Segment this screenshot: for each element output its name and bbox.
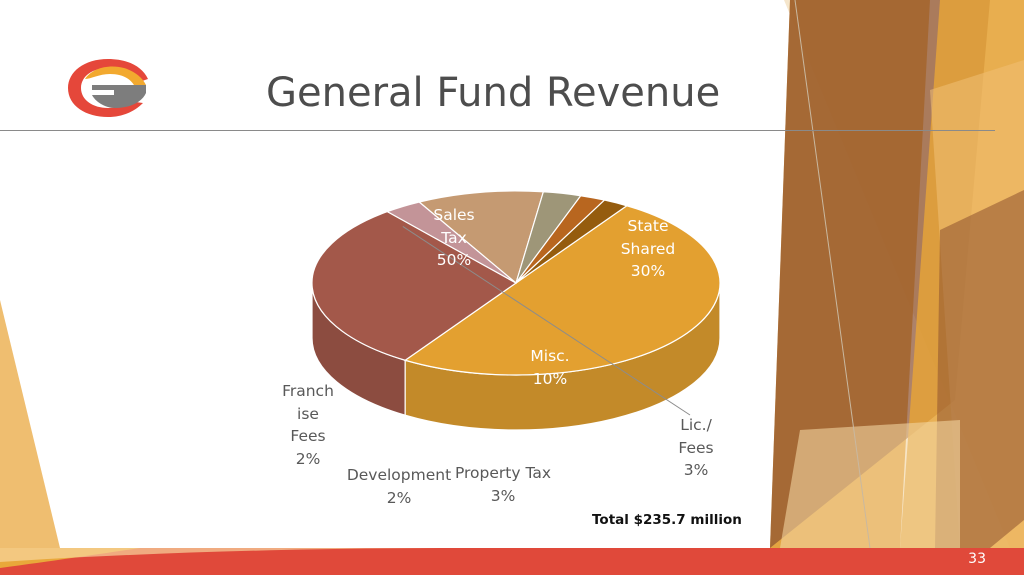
label-line: Fees — [678, 438, 714, 457]
label-line: 10% — [532, 369, 568, 388]
slide-title: General Fund Revenue — [266, 70, 721, 116]
deco-shape-cream-low — [780, 420, 960, 548]
bottom-bar — [0, 548, 1024, 575]
label-line: 2% — [386, 488, 412, 507]
label-franchise-fees: Franch ise Fees 2% — [276, 380, 340, 470]
label-line: Shared — [620, 239, 676, 258]
label-state-shared: State Shared 30% — [610, 215, 686, 283]
pie-slice-misc — [417, 190, 545, 285]
label-line: ise — [297, 404, 319, 423]
label-line: Fees — [290, 427, 326, 445]
page-number: 33 — [968, 551, 986, 567]
label-line: Development — [346, 466, 452, 484]
label-line: State — [627, 217, 669, 235]
label-line: Lic./ — [680, 416, 712, 434]
company-logo — [64, 55, 152, 121]
label-line: Tax — [441, 228, 467, 247]
label-line: 2% — [295, 449, 321, 468]
deco-line — [794, 0, 871, 549]
label-line: Sales — [433, 206, 475, 224]
label-line: 50% — [436, 251, 472, 269]
label-misc: Misc. 10% — [518, 345, 582, 390]
deco-left-wedge — [0, 300, 60, 548]
label-line: 30% — [630, 262, 666, 280]
label-line: 3% — [683, 461, 709, 479]
label-sales-tax: Sales Tax 50% — [418, 204, 490, 272]
pie-slice-sales-tax — [403, 205, 721, 376]
label-property-tax: Property Tax 3% — [448, 462, 558, 507]
label-lic-fees: Lic./ Fees 3% — [664, 414, 728, 482]
title-divider — [0, 130, 995, 131]
total-label: Total $235.7 million — [592, 512, 742, 528]
label-line: Property Tax — [454, 464, 552, 482]
pie-slice-state-shared — [311, 210, 518, 361]
bottom-bar-cream — [0, 548, 460, 562]
label-development: Development 2% — [343, 464, 455, 509]
leader-line-lic-fees — [402, 226, 691, 416]
label-line: Misc. — [530, 347, 570, 365]
label-line: 3% — [490, 486, 516, 505]
pie-slice-franch-ise-fees — [515, 199, 629, 284]
label-line: Franch — [282, 382, 334, 400]
